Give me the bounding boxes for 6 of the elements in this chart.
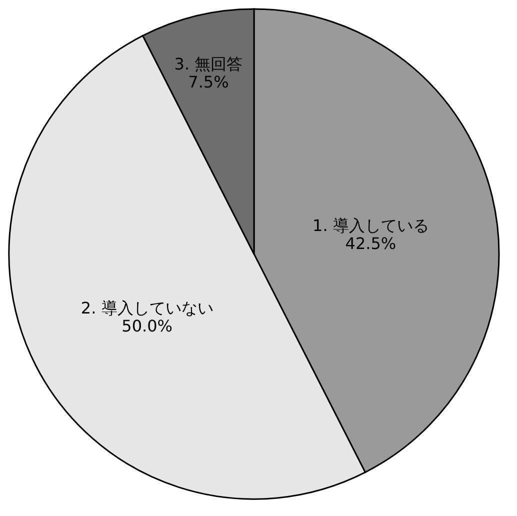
slice-label: 1. 導入している	[312, 216, 429, 235]
data-label: 50.0%	[122, 316, 172, 336]
data-label: 42.5%	[345, 234, 396, 253]
slice-label: 3. 無回答	[174, 54, 243, 74]
data-label: 7.5%	[188, 72, 229, 92]
slice-label: 2. 導入していない	[80, 298, 214, 318]
